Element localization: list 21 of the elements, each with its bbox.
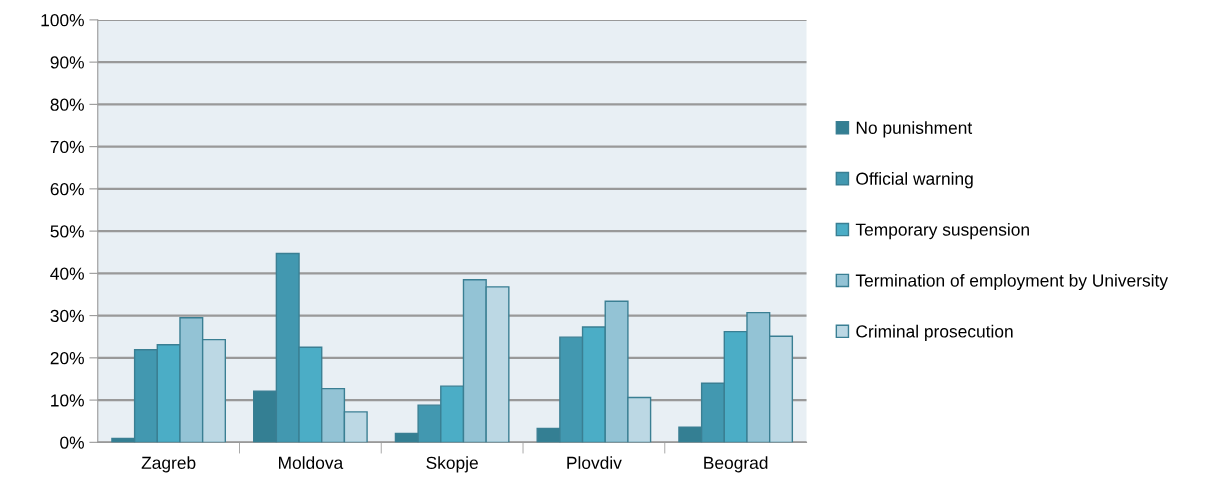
legend-label: Termination of employment by University [855, 273, 1168, 291]
y-tick-label: 90% [50, 56, 84, 69]
x-tick-label: Zagreb [141, 456, 196, 473]
x-tick-label: Beograd [704, 456, 768, 473]
y-tick-label: 100% [41, 14, 84, 27]
x-tick-label: Moldova [279, 456, 344, 469]
x-tick-label: Plovdiv [567, 456, 622, 469]
y-tick-label: 10% [51, 394, 84, 407]
legend-label: Criminal prosecution [856, 324, 1013, 342]
y-tick-label: 80% [50, 98, 84, 111]
legend-label: Official warning [856, 172, 973, 189]
y-tick-label: 0% [60, 436, 84, 449]
y-tick-label: 70% [50, 140, 84, 154]
y-tick-label: 60% [50, 183, 84, 196]
y-tick-label: 30% [50, 309, 84, 323]
y-tick-label: 50% [50, 225, 84, 238]
y-tick-label: 40% [50, 267, 84, 280]
x-tick-label: Skopje [426, 456, 478, 473]
legend-label: Temporary suspension [855, 223, 1029, 240]
legend-label: No punishment [856, 121, 973, 138]
y-tick-label: 20% [50, 352, 84, 365]
